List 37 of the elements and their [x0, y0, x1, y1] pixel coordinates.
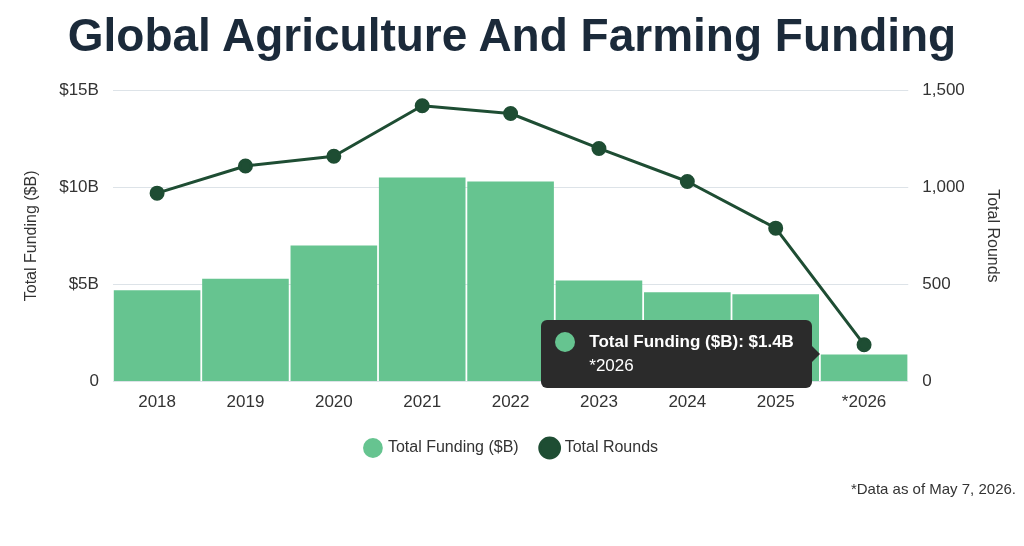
- x-tick-label: 2020: [314, 392, 353, 412]
- y2-axis-title: Total Rounds: [984, 189, 1002, 283]
- point: [679, 174, 695, 190]
- y2-tick-label: 0: [922, 371, 932, 391]
- x-tick-label: 2018: [138, 392, 176, 412]
- bar: [202, 278, 289, 382]
- y2-tick-label: 500: [922, 274, 951, 294]
- x-tick-label: 2023: [580, 392, 618, 412]
- bar: [113, 290, 201, 382]
- chart-title: Global Agriculture And Farming Funding: [66, 8, 958, 62]
- point: [326, 148, 342, 164]
- y-axis-title: Total Funding ($B): [22, 170, 40, 302]
- x-tick-label: *2026: [841, 392, 887, 412]
- x-tick-label: 2022: [491, 392, 530, 412]
- y-tick-label: 0: [89, 371, 99, 391]
- point: [768, 220, 784, 236]
- bar: [820, 354, 908, 382]
- x-tick-label: 2019: [226, 392, 265, 412]
- bar: [290, 245, 378, 382]
- point: [503, 106, 519, 122]
- point: [149, 185, 165, 201]
- x-tick-label: 2024: [668, 392, 707, 412]
- text: *Data as of May 7, 2026.: [849, 480, 1016, 497]
- y2-tick-label: 1,500: [922, 79, 965, 99]
- x-tick-label: 2021: [403, 392, 442, 412]
- point: [856, 337, 872, 353]
- y-tick-label: $10B: [59, 177, 99, 197]
- point: [591, 140, 607, 156]
- point: [414, 98, 430, 114]
- y-tick-label: $5B: [68, 274, 99, 294]
- y-tick-label: $15B: [59, 79, 99, 99]
- legend-label: Total Funding ($B): [387, 438, 519, 456]
- y2-tick-label: 1,000: [922, 177, 965, 197]
- annotation: Total Funding ($B): $1.4B *2026: [589, 331, 794, 378]
- legend-label: Total Rounds: [564, 438, 659, 456]
- x-tick-label: 2025: [756, 392, 795, 412]
- point: [237, 158, 253, 174]
